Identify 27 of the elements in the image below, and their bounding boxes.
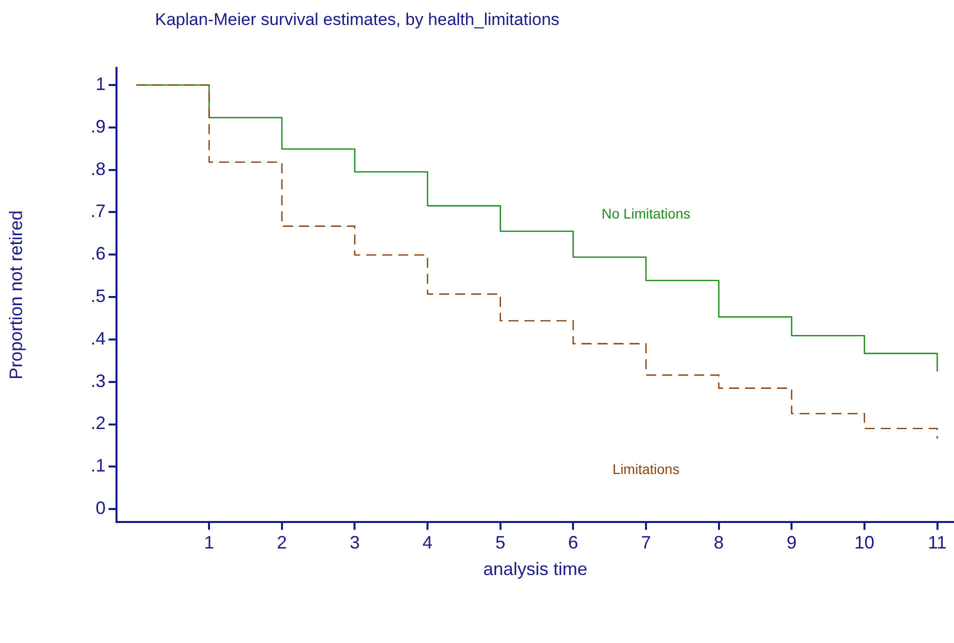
chart-title: Kaplan-Meier survival estimates, by health_limitations	[155, 10, 560, 30]
x-tick-label: 5	[495, 532, 506, 553]
y-tick-label: .3	[90, 370, 106, 391]
x-tick-label: 1	[204, 532, 214, 553]
x-tick-label: 4	[422, 532, 433, 553]
y-tick-label: .8	[90, 158, 106, 179]
x-tick-label: 2	[276, 532, 287, 553]
y-tick-label: .7	[90, 201, 106, 222]
y-tick-label: .6	[90, 244, 106, 264]
x-axis-title: analysis time	[483, 559, 588, 580]
y-tick-label: .4	[90, 328, 106, 348]
x-tick-label: 9	[786, 532, 797, 553]
y-tick-label: .2	[90, 413, 106, 434]
text: Limitations	[612, 460, 680, 477]
x-tick-label: 7	[640, 532, 651, 553]
y-tick-label: .1	[90, 456, 106, 476]
x-tick-label: 11	[928, 532, 947, 553]
x-tick-label: 3	[350, 532, 360, 553]
x-tick-label: 6	[568, 532, 578, 553]
text: No Limitations	[602, 205, 690, 222]
y-axis-title: Proportion not retired	[6, 210, 26, 380]
y-tick-label: .9	[90, 116, 106, 136]
x-tick-label: 8	[714, 532, 724, 553]
y-tick-label: .5	[90, 286, 106, 306]
x-tick-label: 10	[854, 532, 874, 553]
y-tick-label: 1	[96, 74, 106, 94]
y-tick-label: 0	[96, 498, 106, 518]
